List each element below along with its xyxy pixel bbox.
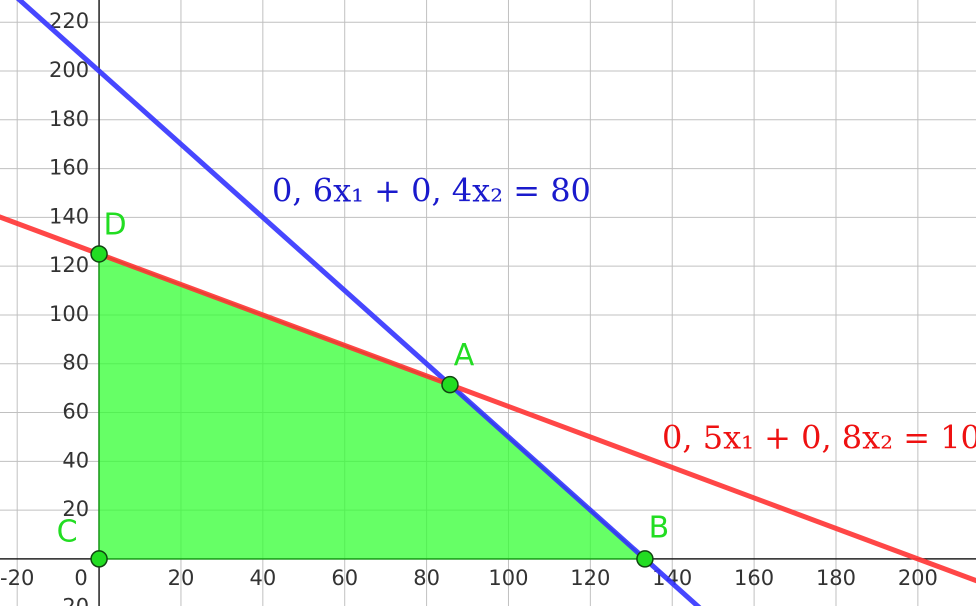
y-tick-label: 120 xyxy=(49,253,89,277)
y-tick-label: 140 xyxy=(49,204,89,228)
x-tick-label: 20 xyxy=(168,566,195,590)
x-tick-label: 100 xyxy=(488,566,528,590)
x-tick-label: 40 xyxy=(249,566,276,590)
y-tick-label: 200 xyxy=(49,58,89,82)
constraint-line xyxy=(15,0,702,606)
point-label: C xyxy=(57,514,78,549)
line-label: 0, 6x₁ + 0, 4x₂ = 80 xyxy=(272,172,591,210)
x-tick-label: 60 xyxy=(331,566,358,590)
line-label: 0, 5x₁ + 0, 8x₂ = 100 xyxy=(662,419,976,457)
x-tick-label: 120 xyxy=(570,566,610,590)
point xyxy=(636,550,654,568)
y-tick-label: -20 xyxy=(55,595,89,606)
y-tick-label: 40 xyxy=(62,448,89,472)
point xyxy=(441,375,459,394)
x-tick-label: -20 xyxy=(0,566,34,590)
y-tick-label: 100 xyxy=(49,302,89,326)
point-label: A xyxy=(454,338,475,373)
x-tick-label: 180 xyxy=(816,566,856,590)
x-tick-label: 0 xyxy=(74,566,87,590)
y-tick-label: 60 xyxy=(62,400,89,424)
constraint-line xyxy=(0,214,976,584)
y-tick-label: 180 xyxy=(49,107,89,131)
point-label: B xyxy=(649,510,670,545)
point-label: D xyxy=(104,207,127,242)
point xyxy=(90,550,108,568)
point xyxy=(90,245,108,263)
x-tick-label: 160 xyxy=(734,566,774,590)
y-tick-label: 20 xyxy=(62,497,89,521)
y-tick-label: 80 xyxy=(62,351,89,375)
y-tick-label: 160 xyxy=(49,156,89,180)
x-tick-label: 80 xyxy=(413,566,440,590)
x-tick-label: 200 xyxy=(898,566,938,590)
